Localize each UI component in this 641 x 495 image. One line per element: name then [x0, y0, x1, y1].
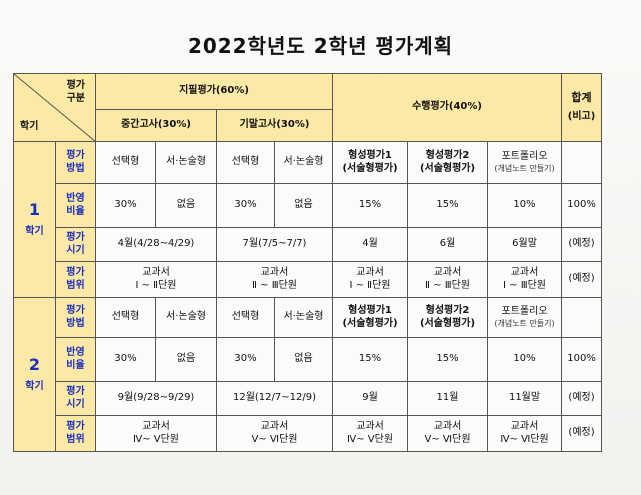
- corner-semester-label: 학기: [20, 120, 39, 132]
- ratio-cell: 15%: [332, 183, 409, 228]
- timing-cell: 9월: [332, 381, 409, 416]
- timing-cell: 6월말: [487, 227, 563, 262]
- evaluation-plan-table: 평가 구분 학기 지필평가(60%) 수행평가(40%) 합계 (비고) 중간고…: [13, 73, 603, 452]
- page-title: 2022학년도 2학년 평가계획: [187, 34, 454, 58]
- portfolio-note: (개념노트 만들기): [494, 163, 555, 173]
- method-total-cell: [561, 297, 603, 338]
- semester-1-label: 1 학기: [13, 141, 56, 298]
- scope-cell: 교과서 Ⅳ~ Ⅴ단원: [95, 415, 217, 452]
- portfolio-label: 포트폴리오: [501, 151, 548, 163]
- timing-cell: 6월: [407, 227, 489, 262]
- method-cell: 선택형: [216, 141, 275, 184]
- semester-label: 학기: [25, 226, 44, 238]
- portfolio-label: 포트폴리오: [501, 306, 548, 318]
- ratio-cell: 15%: [332, 337, 409, 382]
- diagonal-divider: [14, 74, 95, 141]
- ratio-cell: 없음: [155, 337, 217, 382]
- ratio-cell: 10%: [487, 337, 563, 382]
- scope-cell: 교과서 Ⅰ ~ Ⅱ단원: [332, 261, 409, 298]
- ratio-cell: 10%: [487, 183, 563, 228]
- row-label-ratio: 반영 비율: [55, 183, 96, 228]
- scope-cell: 교과서 Ⅴ~ Ⅵ단원: [407, 415, 489, 452]
- portfolio-cell: 포트폴리오 (개념노트 만들기): [487, 297, 563, 338]
- scope-cell: 교과서 Ⅳ~ Ⅵ단원: [487, 415, 563, 452]
- method-cell: 선택형: [216, 297, 275, 338]
- timing-cell: 4월(4/28~4/29): [95, 227, 217, 262]
- method-cell: 서·논술형: [155, 297, 217, 338]
- row-label-scope: 평가 범위: [55, 261, 96, 298]
- method-cell: 선택형: [95, 297, 156, 338]
- ratio-total-cell: 100%: [561, 337, 603, 382]
- ratio-cell: 30%: [95, 183, 156, 228]
- ratio-cell: 30%: [95, 337, 156, 382]
- ratio-cell: 없음: [273, 183, 334, 228]
- total-note: (비고): [567, 111, 596, 123]
- semester-number: 2: [28, 355, 41, 375]
- method-cell: 서·논술형: [273, 141, 334, 184]
- total-header: 합계 (비고): [561, 73, 603, 142]
- portfolio-cell: 포트폴리오 (개념노트 만들기): [487, 141, 563, 184]
- suhaeng-header: 수행평가(40%): [332, 73, 563, 142]
- method-total-cell: [561, 141, 603, 184]
- timing-note-cell: (예정): [561, 227, 603, 262]
- header-corner: 평가 구분 학기: [13, 73, 96, 142]
- midterm-header: 중간고사(30%): [95, 109, 217, 142]
- timing-cell: 9월(9/28~9/29): [95, 381, 217, 416]
- ratio-cell: 30%: [216, 183, 275, 228]
- timing-note-cell: (예정): [561, 381, 603, 416]
- corner-category-label: 평가 구분: [66, 80, 85, 104]
- row-label-timing: 평가 시기: [55, 381, 96, 416]
- timing-cell: 11월: [407, 381, 489, 416]
- scope-note-cell: (예정): [561, 261, 603, 298]
- scope-cell: 교과서 Ⅰ ~ Ⅲ단원: [487, 261, 563, 298]
- semester-label: 학기: [25, 381, 44, 393]
- method-cell: 형성평가1 (서술형평가): [332, 141, 409, 184]
- row-label-timing: 평가 시기: [55, 227, 96, 262]
- timing-cell: 7월(7/5~7/7): [215, 227, 334, 262]
- row-label-scope: 평가 범위: [55, 415, 96, 452]
- scope-cell: 교과서 Ⅱ ~ Ⅲ단원: [215, 261, 334, 298]
- method-cell: 형성평가2 (서술형평가): [407, 141, 489, 184]
- ratio-cell: 15%: [407, 337, 489, 382]
- row-label-method: 평가 방법: [55, 141, 96, 184]
- method-cell: 서·논술형: [273, 297, 334, 338]
- scope-cell: 교과서 Ⅰ ~ Ⅱ단원: [95, 261, 217, 298]
- total-label: 합계: [571, 91, 592, 105]
- scope-cell: 교과서 Ⅱ ~ Ⅲ단원: [407, 261, 489, 298]
- method-cell: 선택형: [95, 141, 156, 184]
- row-label-method: 평가 방법: [55, 297, 96, 338]
- timing-cell: 4월: [332, 227, 409, 262]
- method-cell: 형성평가2 (서술형평가): [407, 297, 489, 338]
- timing-cell: 11월말: [487, 381, 563, 416]
- ratio-cell: 15%: [407, 183, 489, 228]
- scope-cell: 교과서 Ⅳ~ Ⅴ단원: [332, 415, 409, 452]
- row-label-ratio: 반영 비율: [55, 337, 96, 382]
- ratio-cell: 30%: [216, 337, 275, 382]
- scope-cell: 교과서 Ⅴ~ Ⅵ단원: [215, 415, 334, 452]
- timing-cell: 12월(12/7~12/9): [215, 381, 334, 416]
- jipil-header: 지필평가(60%): [94, 73, 334, 110]
- method-cell: 형성평가1 (서술형평가): [332, 297, 409, 338]
- ratio-cell: 없음: [155, 183, 217, 228]
- portfolio-note: (개념노트 만들기): [494, 318, 555, 328]
- final-header: 기말고사(30%): [215, 109, 334, 142]
- semester-2-label: 2 학기: [13, 297, 56, 452]
- semester-number: 1: [28, 200, 41, 220]
- ratio-cell: 없음: [273, 337, 334, 382]
- ratio-total-cell: 100%: [561, 183, 603, 228]
- scope-note-cell: (예정): [561, 415, 603, 452]
- method-cell: 서·논술형: [155, 141, 217, 184]
